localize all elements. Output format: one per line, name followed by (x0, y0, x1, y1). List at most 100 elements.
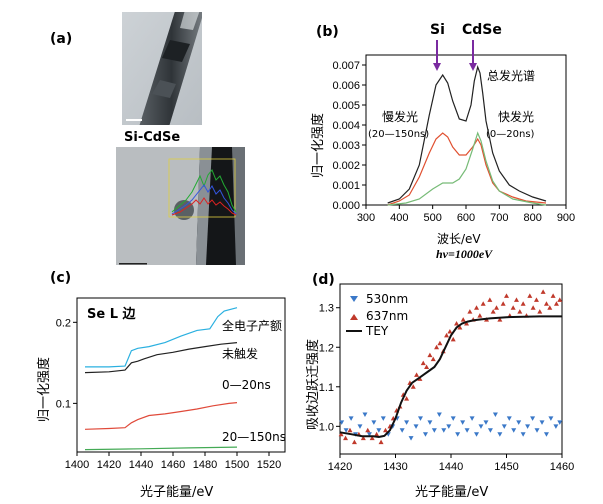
chart-d-series-1-point (467, 309, 473, 314)
chart-d-series-0-point (525, 424, 531, 429)
chart-d-series-1-point (530, 305, 536, 310)
chart-d-series-1-point (347, 427, 353, 433)
chart-d-series-0-point (408, 436, 414, 441)
annotation-fast: 快发光 (498, 109, 534, 124)
chart-b-series-1-line (387, 132, 547, 206)
chart-d-series-1-point (540, 289, 546, 294)
chart-b-xlabel: 波长/eV (437, 232, 481, 246)
panel-c-label: (c) (50, 270, 71, 286)
chart-c-xtick-label: 1500 (225, 459, 249, 471)
chart-d-series-0-point (474, 432, 480, 437)
chart-b-series-0-line (387, 64, 547, 204)
chart-c-series-2-line (84, 402, 238, 430)
chart-c-ylabel: 归一化强度 (36, 357, 52, 422)
tem-image (122, 12, 202, 125)
chart-d-series-0-point (431, 428, 437, 433)
chart-d-series-1-point (457, 324, 463, 330)
chart-d-series-0-point (343, 428, 349, 433)
chart-d-series-1-point (500, 301, 506, 306)
chart-d-series-1-point (338, 431, 344, 437)
chart-c-ytick-label: 0.1 (56, 398, 71, 410)
chart-b-ytick-label: 0.004 (332, 120, 360, 132)
sample-label: Si-CdSe (124, 130, 180, 145)
chart-d-xlabel: 光子能量/eV (415, 485, 488, 500)
chart-d-series-1-point (417, 376, 423, 381)
chart-d-series-1-point (490, 309, 496, 314)
chart-d-series-0-point (506, 416, 512, 421)
legend-637nm-label: 637nm (366, 309, 408, 323)
chart-d-series-1-point (365, 427, 371, 433)
chart-c-xtick-label: 1480 (193, 459, 217, 471)
chart-d-series-0-point (380, 416, 386, 421)
panel-b-label: (b) (316, 24, 339, 40)
chart-b-ytick-label: 0.007 (332, 60, 360, 72)
chart-b-ytick-label: 0.005 (332, 100, 360, 112)
chart-d-series-0-point (446, 424, 452, 429)
chart-d-series-1-point (460, 317, 466, 322)
series-label-20-150ns: 20—150ns (222, 430, 286, 444)
chart-b-xtick-label: 800 (523, 212, 541, 224)
chart-c-ytick-label: 0.2 (56, 317, 71, 329)
chart-d-series-1-point (378, 439, 384, 445)
chart-d-series-0-point (501, 424, 507, 429)
chart-b-xtick-label: 300 (357, 212, 375, 224)
chart-d-legend: 530nm 637nm TEY (346, 292, 408, 338)
chart-d-series-1-point (547, 305, 553, 310)
chart-d-series-0-point (492, 412, 498, 417)
chart-d-series-0-point (483, 420, 489, 425)
chart-d-series-0-point (530, 416, 536, 421)
chart-c-xtick-label: 1460 (161, 459, 185, 471)
legend-tey-label: TEY (365, 324, 389, 338)
chart-b-ytick-label: 0.002 (332, 160, 360, 172)
annotation-slow-range: (20—150ns) (368, 129, 429, 140)
chart-d-series-0-point (534, 428, 540, 433)
chart-d-series-0-point (441, 428, 447, 433)
chart-c-series-1-line (84, 342, 238, 374)
chart-b-ytick-label: 0.000 (332, 200, 360, 212)
chart-d-series-1-point (504, 293, 509, 298)
chart-d-series-0-point (357, 424, 363, 429)
chart-d-series-0-point (543, 432, 549, 437)
chart-c-title: Se L 边 (87, 307, 137, 322)
chart-d-series-1-point (351, 439, 357, 445)
chart-d-series-1-point (520, 301, 526, 306)
peak-label-si: Si (430, 22, 445, 38)
chart-b-xtick-label: 700 (490, 212, 508, 224)
legend-530nm-label: 530nm (366, 292, 408, 306)
peak-label-cdse: CdSe (462, 22, 502, 38)
chart-d-series-0-point (497, 432, 503, 437)
chart-d-ylabel: 吸收边跃迁强度 (305, 339, 321, 430)
chart-b-xtick-label: 500 (423, 212, 441, 224)
chart-d: 1420 1430 1440 1450 1460 1.0 1.1 1.2 1.3 530nm 6… (305, 283, 574, 500)
panel-d-label: (d) (312, 272, 335, 288)
chart-d-series-0-point (516, 420, 522, 425)
chart-b-xtick-label: 900 (557, 212, 575, 224)
chart-d-series-1-point (434, 344, 440, 350)
arrow-si-head (433, 63, 441, 71)
chart-d-series-0-point (478, 424, 484, 429)
chart-d-series-1-point (553, 301, 559, 306)
chart-d-series-1-point (444, 332, 450, 338)
chart-d-series-0-point (548, 416, 554, 421)
chart-c-xtick-label: 1400 (65, 459, 89, 471)
chart-d-series-1-point (537, 309, 543, 314)
chart-d-series-1-point (383, 427, 389, 433)
chart-d-series-1-point (410, 384, 416, 389)
chart-d-ytick-label: 1.1 (319, 382, 334, 394)
chart-d-xtick-label: 1450 (494, 461, 518, 473)
chart-d-series-1-point (533, 297, 539, 302)
chart-d-series-1-point (474, 305, 480, 310)
chart-d-series-1-point (527, 293, 533, 298)
chart-d-series-0-point (557, 420, 563, 425)
chart-b-xtick-label: 600 (457, 212, 475, 224)
chart-d-ytick-label: 1.2 (319, 342, 334, 354)
chart-c-xtick-label: 1520 (257, 459, 281, 471)
chart-b-ytick-label: 0.001 (332, 180, 360, 192)
chart-d-series-1-point (454, 321, 460, 326)
panel-a-label: (a) (50, 31, 72, 47)
chart-b-xtick-label: 400 (390, 212, 408, 224)
chart-d-series-0-point (460, 420, 466, 425)
chart-d-series-1-point (343, 435, 349, 441)
chart-d-series-0-point (348, 416, 354, 421)
